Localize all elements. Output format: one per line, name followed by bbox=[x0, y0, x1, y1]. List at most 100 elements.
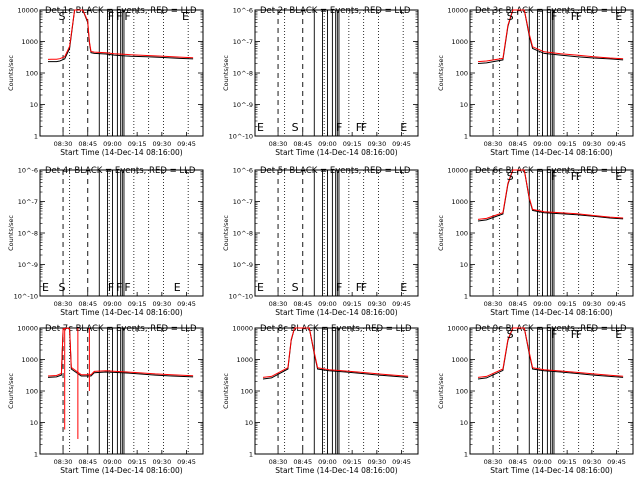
x-tick-label: 08:30 bbox=[269, 140, 288, 148]
x-tick-label: 09:15 bbox=[343, 140, 362, 148]
x-tick-label: 09:15 bbox=[558, 140, 577, 148]
interval-marker-f: F bbox=[571, 328, 577, 341]
lld-series-line bbox=[47, 9, 194, 60]
x-tick-label: 09:30 bbox=[152, 140, 171, 148]
y-tick-label: 100 bbox=[456, 388, 468, 396]
interval-marker-f: F bbox=[336, 121, 342, 134]
x-tick-label: 09:45 bbox=[607, 458, 626, 466]
interval-marker-f: F bbox=[336, 281, 342, 294]
x-tick-label: 08:45 bbox=[293, 140, 312, 148]
x-tick-label: 09:45 bbox=[177, 140, 196, 148]
x-tick-label: 09:00 bbox=[318, 458, 337, 466]
panel-3c: Det 3c BLACK = Events, RED = LLD11010010… bbox=[437, 6, 634, 157]
x-tick-label: 08:45 bbox=[508, 140, 527, 148]
x-tick-label: 08:30 bbox=[269, 300, 288, 308]
x-tick-label: 09:30 bbox=[367, 140, 386, 148]
y-tick-label: 1 bbox=[34, 133, 38, 141]
x-axis-label: Start Time (14-Dec-14 08:16:00) bbox=[275, 148, 397, 157]
y-tick-label: 1 bbox=[464, 293, 468, 301]
interval-marker-s: S bbox=[58, 281, 65, 294]
interval-marker-e: E bbox=[42, 281, 49, 294]
x-axis-label: Start Time (14-Dec-14 08:16:00) bbox=[60, 308, 182, 317]
interval-marker-s: S bbox=[292, 121, 299, 134]
x-axis-label: Start Time (14-Dec-14 08:16:00) bbox=[490, 148, 612, 157]
x-tick-label: 08:30 bbox=[54, 458, 73, 466]
interval-marker-f: F bbox=[116, 281, 122, 294]
x-tick-label: 09:15 bbox=[128, 140, 147, 148]
panel-7c: Det 7c BLACK = Events, RED = LLD11010010… bbox=[7, 324, 204, 475]
interval-marker-s: S bbox=[292, 281, 299, 294]
y-tick-label: 10 bbox=[30, 101, 38, 109]
lld-series-line bbox=[477, 169, 624, 220]
y-tick-label: 1000 bbox=[451, 356, 468, 364]
x-tick-label: 09:30 bbox=[152, 300, 171, 308]
x-tick-label: 09:30 bbox=[582, 458, 601, 466]
y-tick-label: 10^-10 bbox=[229, 133, 253, 141]
y-tick-label: 10 bbox=[460, 261, 468, 269]
x-tick-label: 09:15 bbox=[558, 458, 577, 466]
y-tick-label: 10 bbox=[245, 419, 253, 427]
interval-marker-e: E bbox=[615, 10, 622, 23]
y-axis-label: Counts/sec bbox=[437, 215, 445, 251]
x-axis-label: Start Time (14-Dec-14 08:16:00) bbox=[490, 308, 612, 317]
interval-marker-s: S bbox=[58, 10, 65, 23]
plot-frame bbox=[469, 169, 634, 297]
panel-9c: Det 9c BLACK = Events, RED = LLD11010010… bbox=[437, 324, 634, 475]
y-tick-label: 10^-9 bbox=[233, 101, 253, 109]
panel-6c: Det 6c BLACK = Events, RED = LLD11010010… bbox=[437, 166, 634, 317]
y-tick-label: 10000 bbox=[447, 7, 468, 15]
lld-series-line bbox=[477, 9, 624, 63]
y-tick-label: 10^-6 bbox=[233, 7, 253, 15]
y-tick-label: 10^-8 bbox=[233, 230, 253, 238]
lld-series-line bbox=[47, 327, 194, 377]
y-tick-label: 100 bbox=[241, 388, 253, 396]
y-tick-label: 1 bbox=[464, 133, 468, 141]
y-tick-label: 10000 bbox=[17, 325, 38, 333]
x-tick-label: 09:30 bbox=[582, 300, 601, 308]
interval-marker-e: E bbox=[257, 281, 264, 294]
x-axis-label: Start Time (14-Dec-14 08:16:00) bbox=[275, 308, 397, 317]
panel-1c: Det 1c BLACK = Events, RED = LLD11010010… bbox=[7, 6, 204, 157]
y-tick-label: 10000 bbox=[447, 325, 468, 333]
y-tick-label: 100 bbox=[26, 388, 38, 396]
y-axis-label: Counts/sec bbox=[437, 373, 445, 409]
plot-frame bbox=[469, 9, 634, 137]
lld-series-line bbox=[477, 327, 624, 378]
plot-frame bbox=[39, 9, 204, 137]
y-tick-label: 10000 bbox=[17, 7, 38, 15]
y-tick-label: 10^-7 bbox=[18, 198, 38, 206]
y-axis-label: Counts/sec bbox=[222, 215, 230, 251]
interval-marker-f: F bbox=[551, 10, 557, 23]
interval-marker-f: F bbox=[116, 10, 122, 23]
x-tick-label: 09:15 bbox=[128, 300, 147, 308]
x-tick-label: 09:45 bbox=[607, 300, 626, 308]
y-tick-label: 10^-8 bbox=[18, 230, 38, 238]
interval-marker-e: E bbox=[400, 281, 407, 294]
x-tick-label: 08:45 bbox=[293, 458, 312, 466]
x-tick-label: 09:30 bbox=[367, 300, 386, 308]
panel-5r: Det 5r BLACK = Events, RED = LLD10^-1010… bbox=[222, 166, 419, 317]
plot-frame bbox=[254, 9, 419, 137]
panel-8c: Det 8c BLACK = Events, RED = LLD11010010… bbox=[222, 324, 419, 475]
interval-marker-f: F bbox=[571, 170, 577, 183]
x-tick-label: 09:00 bbox=[533, 140, 552, 148]
x-axis-label: Start Time (14-Dec-14 08:16:00) bbox=[490, 466, 612, 475]
interval-marker-f: F bbox=[551, 328, 557, 341]
x-tick-label: 09:15 bbox=[343, 300, 362, 308]
x-tick-label: 08:45 bbox=[508, 300, 527, 308]
y-axis-label: Counts/sec bbox=[222, 373, 230, 409]
y-tick-label: 10 bbox=[460, 101, 468, 109]
y-tick-label: 10000 bbox=[232, 325, 253, 333]
interval-marker-f: F bbox=[576, 328, 582, 341]
interval-marker-e: E bbox=[257, 121, 264, 134]
x-tick-label: 08:45 bbox=[293, 300, 312, 308]
x-tick-label: 08:30 bbox=[269, 458, 288, 466]
x-tick-label: 08:45 bbox=[78, 140, 97, 148]
x-axis-label: Start Time (14-Dec-14 08:16:00) bbox=[275, 466, 397, 475]
plot-frame bbox=[254, 327, 419, 455]
x-tick-label: 09:45 bbox=[392, 458, 411, 466]
x-tick-label: 08:30 bbox=[54, 300, 73, 308]
x-tick-label: 09:00 bbox=[103, 300, 122, 308]
x-tick-label: 09:45 bbox=[177, 300, 196, 308]
y-tick-label: 10 bbox=[30, 419, 38, 427]
